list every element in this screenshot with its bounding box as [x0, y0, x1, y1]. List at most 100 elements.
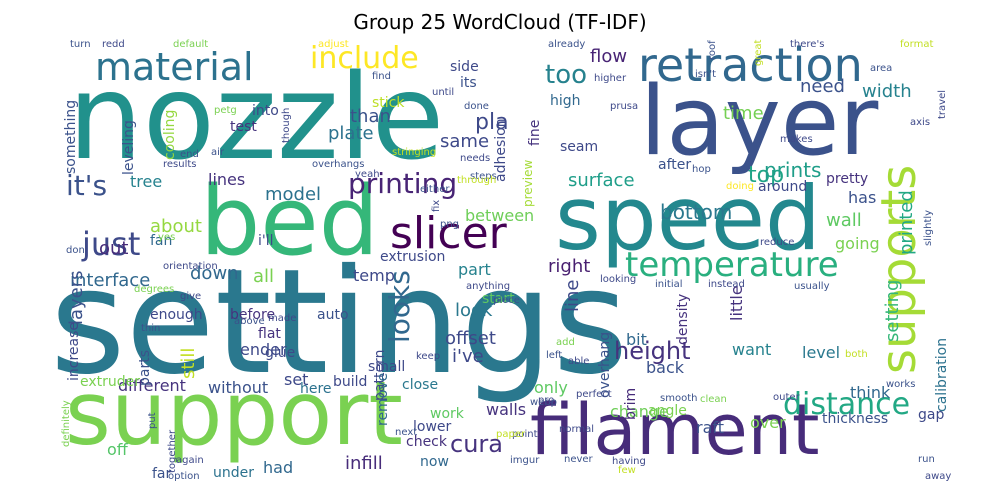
- word-around: around: [758, 179, 808, 195]
- word-png: png: [440, 219, 460, 230]
- word-thickness: thickness: [822, 411, 889, 427]
- word-paper: paper: [496, 429, 526, 440]
- word-before: before: [230, 307, 276, 323]
- word-cura: cura: [450, 430, 503, 458]
- word-run: run: [918, 454, 935, 465]
- word-out: out: [99, 238, 129, 259]
- word-level: level: [802, 343, 841, 362]
- word-settings: settings: [50, 238, 629, 407]
- word-option: option: [168, 471, 200, 482]
- word-auto: auto: [317, 307, 349, 323]
- word-extruder: extruder: [80, 374, 141, 390]
- word-able: able: [568, 356, 590, 367]
- word-bed: bed: [200, 167, 380, 277]
- word-width: width: [862, 81, 912, 102]
- word-instead: instead: [708, 279, 745, 290]
- word-keep: keep: [416, 351, 441, 362]
- word-through: through: [457, 175, 497, 186]
- word-into: into: [252, 103, 279, 119]
- word-layers: layers: [66, 270, 87, 325]
- word-material: material: [95, 45, 254, 89]
- word-look: look: [455, 300, 493, 321]
- word-cooling: cooling: [162, 109, 178, 160]
- word-work: work: [430, 406, 464, 422]
- word-turn: turn: [70, 39, 91, 50]
- word-fan: fan: [150, 233, 173, 249]
- word-plate: plate: [328, 123, 374, 144]
- word-remove: remove: [375, 372, 391, 426]
- word-offset: offset: [445, 328, 496, 349]
- word-just: just: [82, 225, 141, 263]
- word-give: give: [180, 291, 202, 302]
- word-its: its: [460, 75, 477, 91]
- word-setting: setting: [882, 279, 903, 342]
- word-calibration: calibration: [934, 337, 950, 412]
- word-brim: brim: [623, 387, 639, 420]
- word-prints: prints: [764, 158, 822, 182]
- word-works: works: [886, 379, 916, 390]
- word-had: had: [263, 458, 294, 477]
- word-reduce: reduce: [760, 237, 795, 248]
- word-gap: gap: [918, 407, 945, 423]
- word-seam: seam: [560, 139, 599, 155]
- word-has: has: [848, 188, 877, 207]
- word-format: format: [900, 39, 934, 50]
- word-petg: petg: [214, 105, 237, 116]
- word-raft: raft: [696, 418, 725, 437]
- word-again: again: [176, 455, 204, 466]
- word-prusa: prusa: [610, 101, 639, 112]
- word-smooth: smooth: [660, 393, 698, 404]
- word-yeah: yeah: [355, 169, 380, 180]
- word-looking: looking: [600, 274, 637, 285]
- word-it-s: it's: [66, 169, 108, 202]
- word-fix: fix: [431, 199, 442, 212]
- word-orientation: orientation: [163, 261, 218, 272]
- word-under: under: [213, 465, 255, 481]
- word-overhangs: overhangs: [312, 159, 365, 170]
- word-build: build: [333, 374, 368, 390]
- word-anything: anything: [466, 281, 511, 292]
- word-point: point: [512, 429, 538, 440]
- word-leveling: leveling: [121, 120, 137, 175]
- word-surface: surface: [568, 170, 635, 191]
- word-doing: doing: [726, 181, 754, 192]
- word-next: next: [395, 427, 418, 438]
- word-line: line: [562, 279, 583, 312]
- word-end: end: [180, 149, 199, 160]
- word-steps: steps: [470, 171, 497, 182]
- word-having: having: [612, 456, 646, 467]
- word-going: going: [835, 234, 880, 253]
- word-i-ll: i'll: [258, 233, 274, 249]
- word-support: support: [65, 362, 403, 465]
- word-bottom: bottom: [660, 200, 733, 224]
- wordcloud-title: Group 25 WordCloud (TF-IDF): [353, 10, 647, 34]
- word-include: include: [310, 41, 419, 76]
- word-all: all: [253, 266, 275, 287]
- word-hop: hop: [692, 164, 711, 175]
- word-clean: clean: [700, 394, 727, 405]
- word-distance: distance: [783, 387, 911, 422]
- word-stick: stick: [372, 95, 405, 111]
- word-imgur: imgur: [510, 455, 540, 466]
- word-printed: printed: [896, 190, 917, 255]
- word-higher: higher: [594, 73, 627, 84]
- word-slightly: slightly: [923, 209, 934, 246]
- word-same: same: [440, 131, 490, 152]
- word-both: both: [845, 349, 868, 360]
- word-need: need: [800, 76, 845, 97]
- word-axis: axis: [910, 117, 931, 128]
- word-pretty: pretty: [826, 171, 869, 187]
- word-add: add: [556, 337, 575, 348]
- word-interface: interface: [70, 270, 151, 291]
- word-here: here: [300, 381, 332, 397]
- word-close: close: [402, 377, 439, 393]
- word-change: change: [610, 402, 669, 421]
- word-redd: redd: [102, 39, 125, 50]
- word-definitely: definitely: [61, 400, 72, 447]
- word-though: though: [281, 107, 292, 143]
- word-roof: roof: [707, 40, 718, 60]
- word-tree: tree: [130, 172, 163, 191]
- word-set: set: [284, 370, 309, 389]
- word-there-s: there's: [790, 39, 825, 50]
